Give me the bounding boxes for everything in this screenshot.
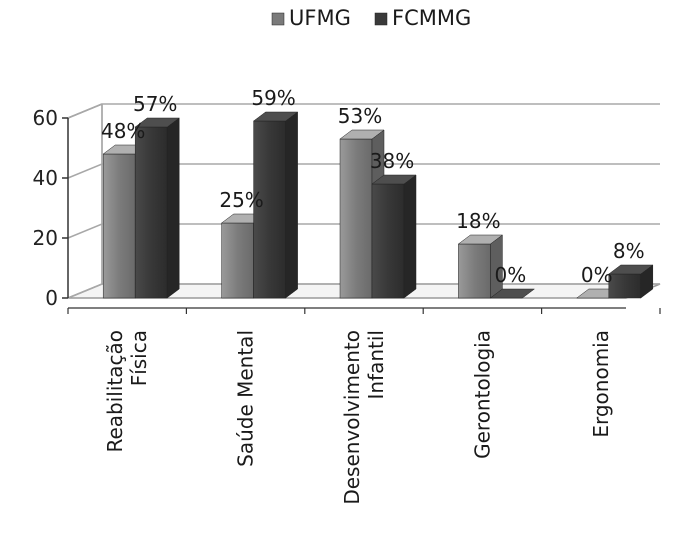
y-tick-label: 20 xyxy=(33,226,58,250)
bar-fcmmg-2 xyxy=(371,174,417,299)
bar-front xyxy=(253,120,286,299)
gridline xyxy=(67,103,660,119)
legend: UFMG FCMMG xyxy=(271,6,471,30)
data-label: 18% xyxy=(456,209,500,233)
data-label: 48% xyxy=(101,119,145,143)
bar-side xyxy=(285,111,298,299)
data-label: 0% xyxy=(495,263,527,287)
bar-side xyxy=(403,174,417,299)
bar-fcmmg-4 xyxy=(608,264,654,299)
legend-label-fcmmg: FCMMG xyxy=(392,6,471,30)
bar-top xyxy=(252,111,299,122)
bars xyxy=(102,111,654,299)
bar-ufmg-2 xyxy=(339,129,385,299)
category-label: Desenvolvimento xyxy=(340,330,364,505)
bar-front xyxy=(134,126,168,299)
bar-front xyxy=(371,183,405,299)
bar-front xyxy=(458,243,491,299)
bar-fcmmg-3 xyxy=(489,288,536,299)
category-label: Gerontologia xyxy=(470,330,494,459)
bar-side xyxy=(166,117,180,299)
data-label: 38% xyxy=(370,149,414,173)
bar-front xyxy=(221,222,254,299)
gridline xyxy=(67,163,660,179)
bar-top xyxy=(371,174,417,185)
data-label: 8% xyxy=(613,239,645,263)
y-tick-label: 60 xyxy=(33,106,58,130)
bar-top xyxy=(339,129,385,140)
bar-top xyxy=(457,234,504,245)
legend-swatch-ufmg xyxy=(271,12,285,26)
data-label: 0% xyxy=(581,263,613,287)
category-label: Infantil xyxy=(364,330,388,400)
bar-top xyxy=(608,264,654,275)
gridline xyxy=(67,223,660,239)
bar-fcmmg-1 xyxy=(252,111,299,299)
bar-fcmmg-0 xyxy=(134,117,180,299)
y-tick-label: 40 xyxy=(33,166,58,190)
legend-label-ufmg: UFMG xyxy=(289,6,351,30)
bar-top xyxy=(134,117,180,128)
data-label: 25% xyxy=(219,188,263,212)
x-axis: Reabilitação Física Saúde Mental Desenvolvi… xyxy=(67,307,661,505)
y-axis: 0 20 40 60 xyxy=(33,106,69,310)
bar-front xyxy=(608,273,642,299)
category-label: Reabilitação xyxy=(103,330,127,453)
data-labels: 48%57%25%59%53%38%18%0% 0%8% xyxy=(101,86,645,287)
bar-top xyxy=(489,288,536,299)
data-label: 53% xyxy=(338,104,382,128)
category-label: Saúde Mental xyxy=(234,330,258,467)
legend-swatch-fcmmg xyxy=(374,12,388,26)
bar-front xyxy=(102,153,136,299)
category-label: Ergonomia xyxy=(589,330,613,438)
data-label: 57% xyxy=(133,92,177,116)
data-label: 59% xyxy=(251,86,295,110)
category-label: Física xyxy=(127,330,151,386)
y-tick-label: 0 xyxy=(45,286,58,310)
bar-front xyxy=(339,138,373,299)
bar-ufmg-3 xyxy=(457,234,504,299)
